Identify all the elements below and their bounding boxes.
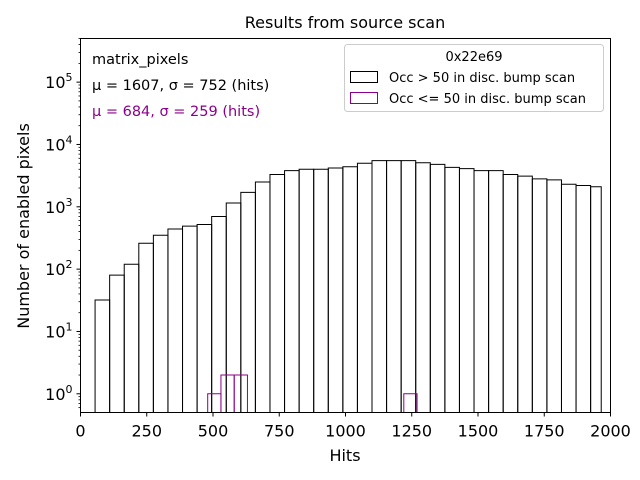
histogram-bin (502, 173, 519, 413)
histogram-bin (488, 170, 504, 413)
x-tick-label: 2000 (590, 422, 631, 441)
chart-title: Results from source scan (245, 13, 445, 32)
x-tick-label: 1750 (524, 422, 565, 441)
x-tick-label: 1000 (325, 422, 366, 441)
histogram-bin (444, 166, 460, 413)
histogram-bin (233, 374, 248, 413)
histogram-bin (327, 167, 344, 413)
histogram-bin (254, 181, 271, 413)
legend-entry-black: Occ > 50 in disc. bump scan (389, 71, 575, 86)
y-tick-base: 10 (45, 73, 65, 92)
histogram-bin (575, 184, 592, 413)
y-tick-exponent: 0 (66, 383, 73, 396)
y-tick-base: 10 (45, 385, 65, 404)
x-tick-label: 750 (264, 422, 295, 441)
histogram-bin (356, 162, 373, 413)
x-tick-label: 0 (75, 422, 85, 441)
series-0 (94, 160, 602, 413)
histogram-bin (342, 166, 358, 413)
histogram-bin (590, 186, 602, 413)
legend-swatch-black (350, 71, 378, 83)
annotation-stats-purple: μ = 684, σ = 259 (hits) (92, 104, 260, 120)
series-1 (207, 374, 418, 413)
legend-swatch-purple (350, 92, 378, 104)
y-tick-label: 105 (45, 71, 72, 92)
histogram-bin (415, 162, 431, 413)
y-tick-base: 10 (45, 322, 65, 341)
histogram-bin (123, 263, 140, 413)
histogram-bin (531, 178, 548, 413)
y-tick-base: 10 (45, 260, 65, 279)
x-tick-label: 1250 (391, 422, 432, 441)
y-tick-label: 104 (45, 133, 72, 154)
y-tick-exponent: 3 (66, 196, 73, 209)
y-tick-label: 100 (45, 383, 72, 404)
histogram-bin (152, 234, 169, 413)
histogram-bin (403, 393, 418, 413)
annotation-stats-black: μ = 1607, σ = 752 (hits) (92, 78, 269, 94)
plot-frame (80, 38, 611, 413)
histogram-bin (109, 274, 125, 413)
x-tick-label: 250 (131, 422, 162, 441)
histogram-bin (167, 228, 184, 413)
histogram-bin (429, 163, 446, 413)
histogram-bin (220, 374, 235, 413)
histogram-bin (458, 168, 475, 413)
legend: 0x22e69 Occ > 50 in disc. bump scan Occ … (344, 44, 604, 112)
histogram-bin (400, 160, 417, 413)
y-tick-exponent: 1 (66, 320, 73, 333)
histogram-bin (138, 242, 154, 413)
y-tick-label: 101 (45, 320, 72, 341)
y-tick-exponent: 2 (66, 258, 73, 271)
histogram-bin (298, 168, 315, 413)
histogram-bin (386, 160, 402, 413)
histogram-bin (284, 170, 300, 413)
x-tick-label: 1500 (458, 422, 499, 441)
y-tick-label: 103 (45, 196, 72, 217)
histogram-bin (560, 183, 577, 413)
x-axis-label: Hits (329, 446, 360, 465)
y-tick-exponent: 5 (66, 71, 73, 84)
series-layer (94, 160, 602, 413)
histogram-bin (182, 225, 198, 413)
x-axis-ticks: 0 250 500 750 1000 1250 1500 1750 2000 (75, 412, 631, 441)
histogram-bin (546, 179, 562, 413)
histogram-bin (196, 224, 213, 413)
legend-entry-purple: Occ <= 50 in disc. bump scan (389, 92, 586, 107)
y-tick-base: 10 (45, 135, 65, 154)
histogram-bin (517, 175, 533, 413)
annotation-name: matrix_pixels (92, 52, 188, 68)
histogram-bin (225, 202, 242, 413)
y-axis-label: Number of enabled pixels (14, 123, 33, 329)
y-tick-exponent: 4 (66, 133, 73, 146)
histogram-bin (240, 191, 256, 413)
legend-box (344, 44, 604, 112)
histogram-bin (371, 160, 388, 413)
histogram-bin (207, 393, 222, 413)
y-tick-base: 10 (45, 198, 65, 217)
legend-title: 0x22e69 (445, 50, 502, 65)
y-tick-label: 102 (45, 258, 72, 279)
histogram-bin (313, 168, 329, 413)
histogram-bin (473, 170, 490, 413)
histogram-bin (211, 215, 227, 413)
histogram-bin (94, 299, 111, 413)
histogram-bin (269, 173, 286, 413)
x-tick-label: 500 (198, 422, 229, 441)
